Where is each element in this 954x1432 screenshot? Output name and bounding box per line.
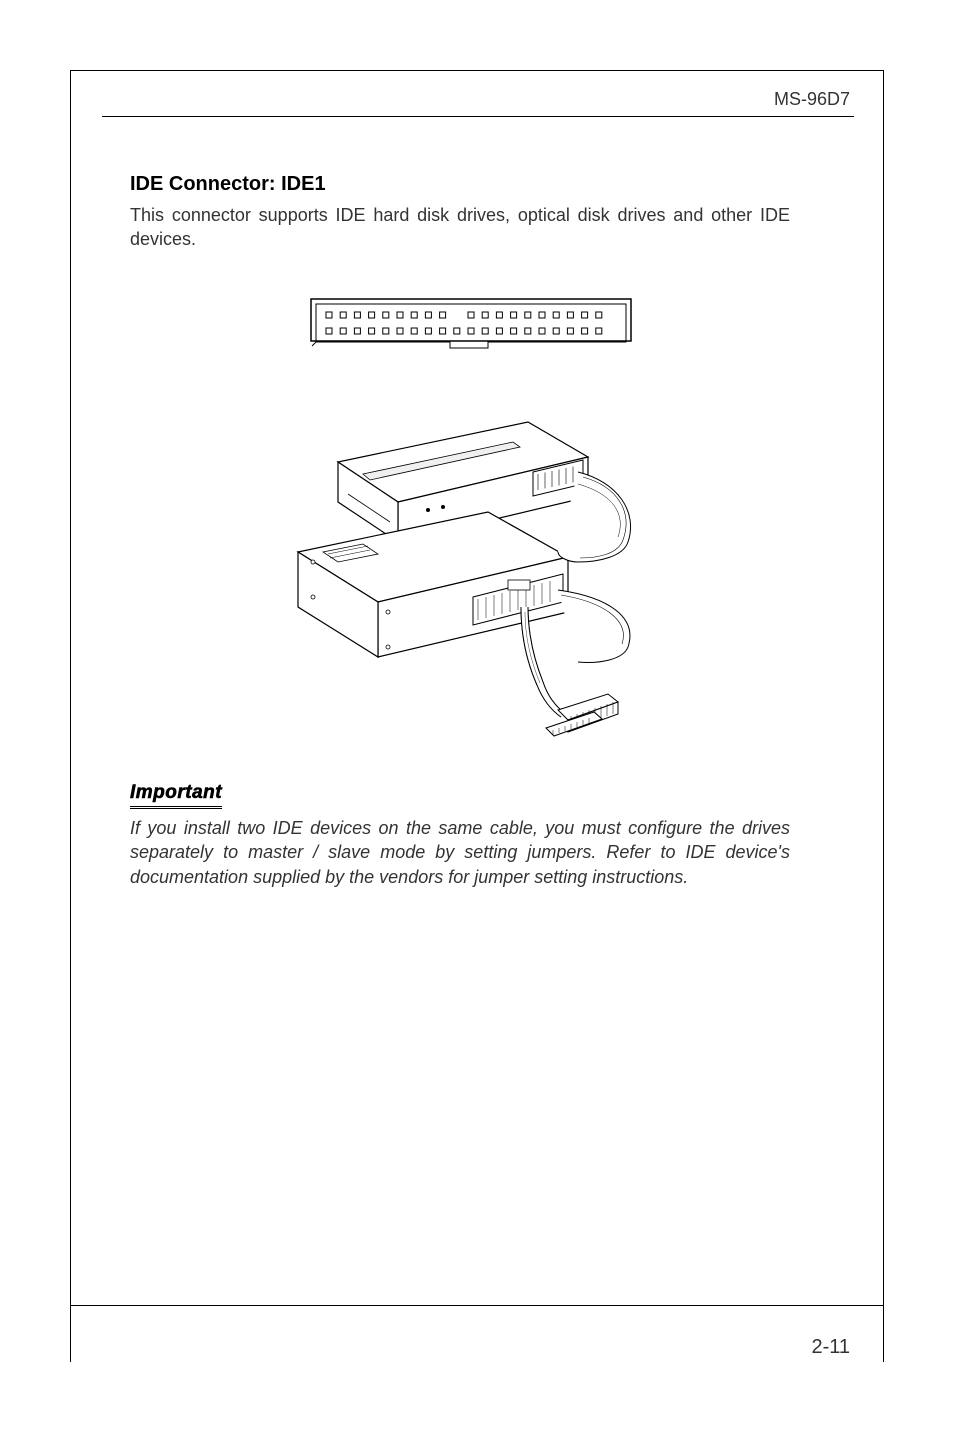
important-label: Important bbox=[130, 782, 222, 804]
page-number: 2-11 bbox=[811, 1336, 850, 1359]
header-rule bbox=[102, 116, 854, 117]
page-frame-bottom bbox=[70, 1305, 884, 1306]
ide-connector-diagram bbox=[310, 298, 632, 350]
header-model: MS-96D7 bbox=[774, 89, 850, 110]
ide-devices-illustration bbox=[278, 402, 658, 752]
important-body: If you install two IDE devices on the sa… bbox=[130, 816, 790, 889]
section-body: This connector supports IDE hard disk dr… bbox=[130, 203, 790, 252]
section-title: IDE Connector: IDE1 bbox=[130, 173, 326, 196]
important-underline bbox=[130, 806, 222, 809]
